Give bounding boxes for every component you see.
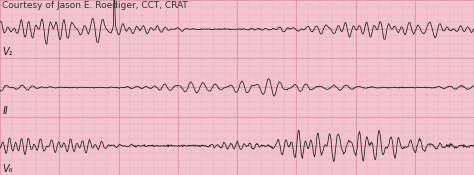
Text: II: II: [2, 106, 8, 116]
Text: Courtesy of Jason E. Roediger, CCT, CRAT: Courtesy of Jason E. Roediger, CCT, CRAT: [2, 1, 188, 10]
Text: V₆: V₆: [2, 164, 13, 174]
Text: V₁: V₁: [2, 47, 13, 57]
